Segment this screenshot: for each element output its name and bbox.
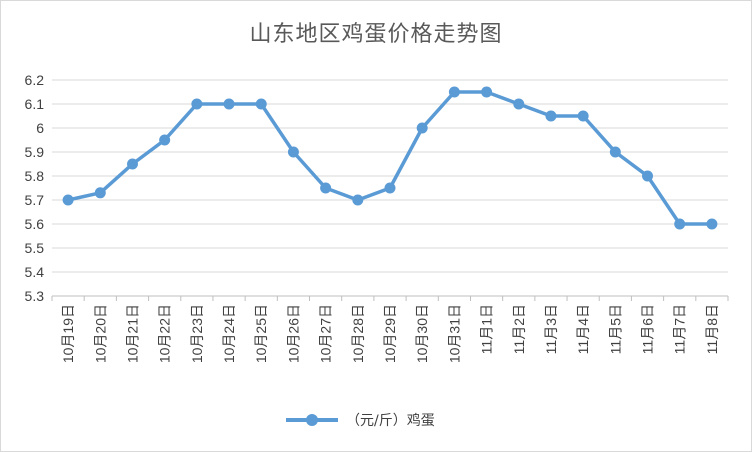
x-tick-label: 10月22日 (157, 304, 173, 363)
x-tick-label: 10月20日 (92, 304, 108, 363)
data-point[interactable] (416, 122, 428, 134)
legend-swatch (286, 410, 338, 430)
y-tick-label: 6 (36, 120, 44, 136)
x-tick-label: 10月23日 (189, 304, 205, 363)
data-point[interactable] (320, 182, 332, 194)
data-point[interactable] (384, 182, 396, 194)
x-tick-label: 11月3日 (543, 304, 559, 354)
y-axis-ticks: 5.3 5.4 5.5 5.6 5.7 5.8 5.9 6 6.1 6.2 (25, 72, 45, 304)
x-tick-label: 11月5日 (607, 304, 623, 354)
data-point[interactable] (545, 110, 557, 122)
data-point[interactable] (159, 134, 171, 146)
y-tick-label: 5.5 (25, 240, 45, 256)
x-tick-label: 10月30日 (414, 304, 430, 363)
data-point[interactable] (287, 146, 299, 158)
data-point[interactable] (706, 218, 718, 230)
x-tick-label: 10月24日 (221, 304, 237, 363)
x-tick-label: 10月19日 (60, 304, 76, 363)
data-point[interactable] (94, 187, 106, 199)
x-tick-label: 10月31日 (446, 304, 462, 363)
data-point[interactable] (577, 110, 589, 122)
y-tick-label: 5.6 (25, 216, 45, 232)
x-tick-label: 11月1日 (479, 304, 495, 354)
x-axis-ticks: 10月19日 10月20日 10月21日 10月22日 10月23日 10月24日 10月2… (60, 304, 720, 363)
data-point[interactable] (674, 218, 686, 230)
series-line (67, 90, 712, 226)
x-tick-label: 10月28日 (350, 304, 366, 363)
x-tick-label: 10月25日 (253, 304, 269, 363)
gridlines (52, 79, 728, 297)
data-point[interactable] (642, 170, 654, 182)
data-point[interactable] (191, 98, 203, 110)
data-point[interactable] (513, 98, 525, 110)
y-tick-label: 5.8 (25, 168, 45, 184)
data-point[interactable] (223, 98, 235, 110)
y-tick-label: 5.3 (25, 288, 45, 304)
x-axis (51, 295, 729, 301)
x-tick-label: 10月26日 (285, 304, 301, 363)
data-point[interactable] (255, 98, 267, 110)
x-tick-label: 10月21日 (124, 304, 140, 363)
legend[interactable]: （元/斤）鸡蛋 (286, 410, 435, 430)
data-point[interactable] (62, 194, 74, 206)
data-point[interactable] (126, 158, 138, 170)
x-tick-label: 11月6日 (640, 304, 656, 354)
y-tick-label: 5.7 (25, 192, 45, 208)
data-point[interactable] (352, 194, 364, 206)
y-tick-label: 6.1 (25, 96, 45, 112)
data-point[interactable] (481, 86, 493, 98)
series-group (62, 86, 718, 230)
x-tick-label: 11月8日 (704, 304, 720, 354)
x-tick-label: 11月2日 (511, 304, 527, 354)
y-tick-label: 5.9 (25, 144, 45, 160)
chart-title: 山东地区鸡蛋价格走势图 (249, 22, 503, 47)
y-tick-label: 6.2 (25, 72, 45, 88)
y-tick-label: 5.4 (25, 264, 45, 280)
x-tick-label: 10月29日 (382, 304, 398, 363)
data-point[interactable] (609, 146, 621, 158)
x-tick-label: 10月27日 (318, 304, 334, 363)
data-point[interactable] (448, 86, 460, 98)
x-tick-label: 11月7日 (672, 304, 688, 354)
legend-label: （元/斤）鸡蛋 (346, 413, 435, 429)
x-tick-label: 11月4日 (575, 304, 591, 354)
